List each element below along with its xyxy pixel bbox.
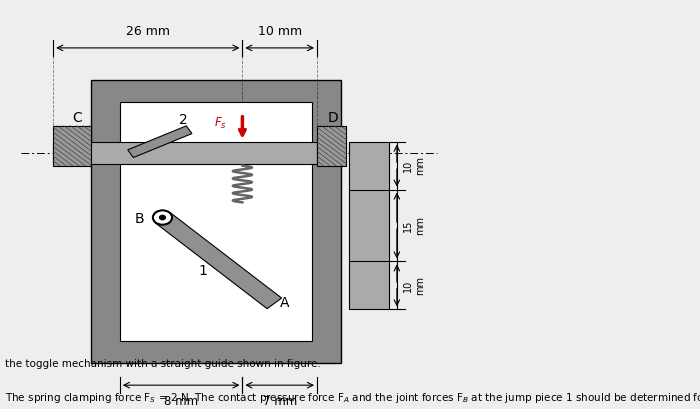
Text: The spring clamping force F$_S$ = 2 N. The contact pressure force F$_A$ and the : The spring clamping force F$_S$ = 2 N. T…	[6, 391, 700, 405]
Text: 10 mm: 10 mm	[258, 25, 302, 38]
Text: the toggle mechanism with a straight guide shown in figure.: the toggle mechanism with a straight gui…	[6, 359, 321, 369]
Text: C: C	[72, 111, 82, 125]
Text: 10
mm: 10 mm	[403, 276, 425, 295]
Text: B: B	[134, 212, 144, 226]
Bar	[53, 126, 90, 166]
Text: 26 mm: 26 mm	[126, 25, 170, 38]
Text: 8 mm: 8 mm	[164, 395, 198, 408]
Polygon shape	[127, 126, 192, 157]
Circle shape	[153, 210, 172, 225]
Bar	[90, 80, 341, 363]
Bar	[120, 102, 312, 341]
Bar	[53, 142, 317, 164]
Text: $F_s$: $F_s$	[214, 116, 226, 131]
Bar	[349, 142, 389, 309]
Text: A: A	[280, 297, 289, 310]
Text: 7 mm: 7 mm	[262, 395, 297, 408]
Text: D: D	[328, 111, 338, 125]
Text: 15
mm: 15 mm	[403, 216, 425, 235]
Text: 2: 2	[179, 113, 188, 127]
Text: 10
mm: 10 mm	[403, 156, 425, 175]
Bar	[317, 126, 346, 166]
Circle shape	[160, 216, 165, 220]
Polygon shape	[155, 212, 281, 309]
Text: 1: 1	[198, 265, 207, 279]
